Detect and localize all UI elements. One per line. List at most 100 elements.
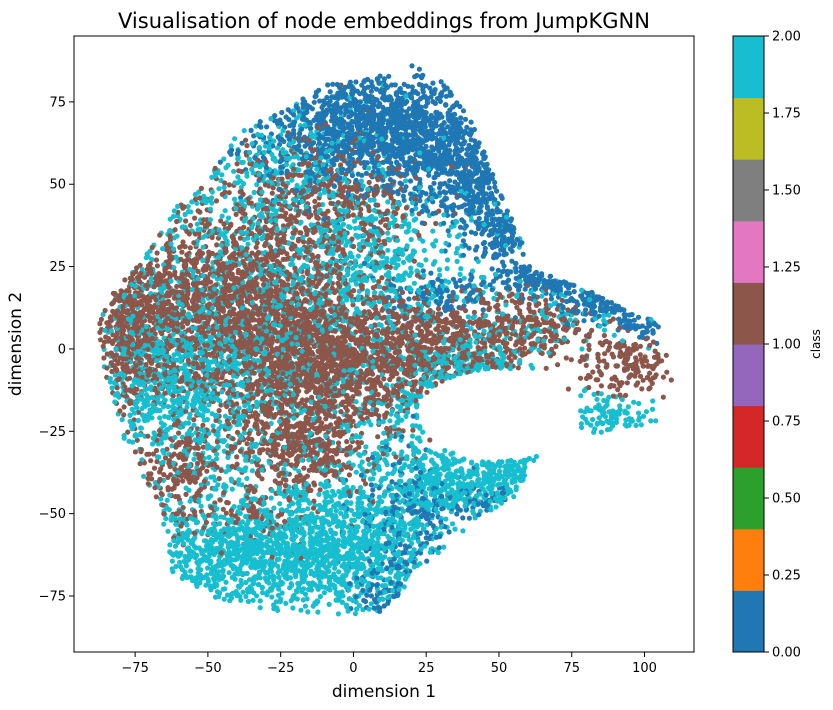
data-point: [325, 82, 331, 88]
data-point: [444, 266, 450, 272]
data-point: [255, 430, 262, 437]
data-point: [610, 354, 617, 360]
data-point: [402, 270, 409, 276]
data-point: [639, 386, 645, 392]
data-point: [459, 146, 465, 152]
data-point: [179, 249, 185, 255]
data-point: [507, 246, 513, 252]
data-point: [406, 537, 412, 543]
data-point: [353, 329, 359, 335]
data-point: [426, 172, 432, 178]
data-point: [364, 592, 370, 598]
data-point: [462, 231, 468, 237]
data-point: [571, 289, 577, 295]
data-point: [409, 63, 415, 69]
data-point: [353, 524, 359, 530]
data-point: [413, 205, 419, 211]
data-point: [154, 263, 160, 269]
data-point: [135, 417, 141, 424]
data-point: [119, 361, 125, 367]
data-point: [543, 365, 549, 371]
data-point: [238, 581, 244, 588]
data-point: [121, 412, 127, 418]
data-point: [149, 415, 155, 421]
data-point: [594, 396, 600, 402]
data-point: [262, 569, 269, 575]
data-point: [157, 415, 163, 421]
data-point: [400, 193, 406, 199]
data-point: [315, 609, 321, 615]
data-point: [225, 215, 232, 221]
data-point: [156, 454, 162, 460]
data-point: [371, 470, 377, 477]
data-point: [271, 505, 277, 511]
data-point: [109, 385, 115, 391]
data-point: [595, 364, 601, 370]
data-point: [631, 399, 637, 405]
data-point: [298, 400, 304, 406]
data-point: [427, 437, 433, 443]
data-point: [502, 495, 508, 501]
data-point: [312, 482, 318, 488]
data-point: [452, 526, 458, 532]
data-point: [555, 362, 561, 368]
data-point: [362, 481, 369, 487]
data-point: [513, 484, 519, 490]
data-point: [235, 270, 241, 276]
data-point: [424, 558, 430, 564]
data-point: [435, 311, 441, 317]
data-point: [431, 180, 437, 186]
data-point: [217, 497, 223, 503]
data-point: [350, 288, 357, 294]
data-point: [653, 418, 659, 424]
data-point: [344, 439, 350, 445]
data-point: [403, 178, 409, 184]
data-point: [251, 133, 257, 139]
data-point: [257, 598, 263, 604]
data-point: [607, 426, 613, 432]
data-point: [445, 124, 451, 130]
data-point: [481, 274, 487, 281]
data-point: [175, 527, 181, 533]
data-point: [467, 319, 473, 325]
data-point: [327, 98, 333, 104]
data-point: [648, 418, 654, 424]
data-point: [461, 275, 467, 281]
data-point: [326, 102, 332, 109]
data-point: [327, 89, 333, 95]
data-point: [267, 134, 273, 140]
data-point: [336, 569, 342, 575]
data-point: [306, 467, 312, 473]
data-point: [224, 499, 230, 506]
data-point: [456, 204, 462, 210]
data-point: [375, 531, 381, 538]
data-point: [409, 540, 415, 546]
data-point: [375, 202, 381, 208]
data-point: [206, 454, 212, 460]
data-point: [637, 373, 644, 379]
data-point: [153, 257, 160, 263]
data-point: [496, 291, 502, 297]
data-point: [183, 218, 189, 224]
data-point: [660, 394, 666, 400]
data-point: [352, 258, 358, 264]
data-point: [154, 459, 160, 465]
data-point: [564, 311, 570, 317]
data-point: [257, 605, 263, 611]
data-point: [276, 556, 282, 562]
data-point: [195, 566, 201, 572]
data-point: [227, 598, 233, 604]
data-point: [404, 244, 410, 250]
data-point: [497, 209, 503, 215]
data-point: [317, 487, 323, 493]
data-point: [290, 605, 296, 611]
data-point: [401, 197, 407, 203]
data-point: [296, 468, 302, 474]
data-point: [182, 553, 188, 560]
data-point: [264, 124, 270, 130]
data-point: [492, 179, 498, 186]
data-point: [304, 256, 311, 262]
data-point: [121, 404, 127, 410]
data-point: [179, 434, 186, 440]
